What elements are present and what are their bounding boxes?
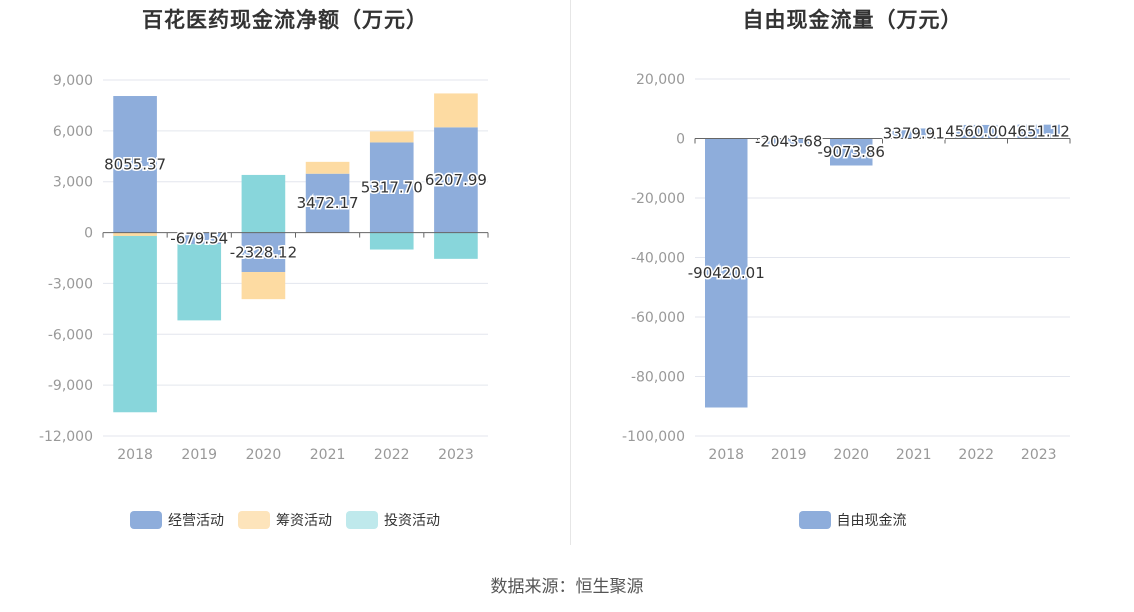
x-tick-label: 2019	[771, 447, 807, 463]
free-cash-flow-plot: 20,000 0 -20,000 -40,000 -60,000 -80,000 -100,…	[622, 72, 1071, 463]
bar	[434, 127, 478, 233]
chart-title: 百花医药现金流净额（万元）	[142, 8, 428, 32]
bar	[830, 138, 873, 166]
y-tick-label: -12,000	[39, 429, 93, 445]
data-label: -679.54	[170, 229, 228, 247]
x-tick-label: 2022	[958, 447, 994, 463]
bar	[305, 173, 350, 233]
data-label: -2043.68	[755, 133, 822, 151]
data-label: 3472.17	[297, 194, 359, 212]
bar	[955, 124, 998, 139]
x-tick-label: 2019	[181, 447, 217, 463]
x-tick-label: 2018	[117, 447, 153, 463]
data-label: 4560.00	[945, 123, 1007, 141]
free-cash-flow-chart: 自由现金流量（万元） 20,000 0 -20,000 -40,000 -60,000 -…	[571, 0, 1134, 545]
x-tick-label: 2021	[896, 447, 932, 463]
bar	[113, 232, 157, 236]
legend-label: 经营活动	[168, 513, 224, 529]
bar	[113, 235, 157, 413]
data-label: 3379.91	[883, 124, 945, 142]
legend-label: 筹资活动	[276, 513, 332, 529]
bar	[369, 142, 414, 233]
legend-item-free-cash-flow[interactable]: 自由现金流	[798, 510, 907, 530]
x-tick-label: 2023	[1021, 447, 1057, 463]
y-tick-label: -80,000	[631, 370, 685, 386]
bar	[305, 161, 350, 174]
x-tick-label: 2022	[374, 447, 410, 463]
net-cash-flow-plot: 9,000 6,000 3,000 0 -3,000 -6,000 -9,000 -12,00…	[39, 73, 489, 463]
bar	[1017, 124, 1060, 139]
panel-divider	[570, 0, 571, 545]
bar	[177, 244, 222, 321]
y-tick-label: -3,000	[48, 276, 93, 292]
bar	[241, 174, 286, 233]
y-tick-label: 20,000	[636, 72, 685, 88]
legend-item-operating[interactable]: 经营活动	[130, 510, 224, 530]
x-tick-label: 2023	[438, 447, 474, 463]
y-tick-label: -40,000	[631, 251, 685, 267]
data-label: 8055.37	[104, 155, 166, 173]
x-tick-label: 2020	[833, 447, 869, 463]
legend-item-financing[interactable]: 筹资活动	[238, 510, 332, 530]
data-source-note: 数据来源：恒生聚源	[490, 577, 644, 597]
bar	[434, 93, 478, 128]
x-tick-label: 2021	[310, 447, 346, 463]
bar	[434, 232, 478, 259]
bar	[767, 138, 810, 145]
x-tick-label: 2018	[708, 447, 744, 463]
legend-swatch-financing	[238, 511, 270, 529]
legend: 自由现金流	[571, 510, 1134, 530]
chart-title: 自由现金流量（万元）	[742, 8, 963, 32]
y-tick-label: -9,000	[48, 378, 93, 394]
legend-label: 自由现金流	[836, 513, 907, 529]
legend: 经营活动 筹资活动 投资活动	[0, 510, 570, 530]
y-tick-label: 0	[84, 226, 93, 242]
y-tick-label: 0	[676, 132, 685, 148]
bar	[369, 232, 414, 250]
bar	[113, 96, 157, 233]
y-tick-label: -6,000	[48, 327, 93, 343]
bar	[241, 272, 286, 300]
bar	[705, 138, 748, 408]
data-label: -2328.12	[230, 243, 297, 261]
bar	[892, 128, 935, 139]
net-cash-flow-chart: 百花医药现金流净额（万元） 9,000 6,000 3,000 0 -3,000 -6,0…	[0, 0, 570, 545]
y-tick-label: 3,000	[53, 175, 93, 191]
legend-item-investing[interactable]: 投资活动	[346, 510, 440, 530]
bar	[369, 131, 414, 143]
legend-label: 投资活动	[384, 513, 440, 529]
legend-swatch-free-cash-flow	[798, 511, 831, 529]
y-tick-label: -60,000	[631, 310, 685, 326]
data-label: 6207.99	[425, 171, 487, 189]
data-label: -90420.01	[688, 264, 765, 282]
bar	[241, 232, 286, 273]
data-label: 4651.12	[1008, 123, 1070, 141]
legend-swatch-operating	[130, 511, 162, 529]
y-tick-label: 9,000	[53, 73, 93, 89]
bar	[177, 232, 222, 245]
data-label: 5317.70	[361, 178, 423, 196]
y-tick-label: -20,000	[631, 191, 685, 207]
data-label: -9073.86	[818, 143, 885, 161]
x-tick-label: 2020	[246, 447, 282, 463]
legend-swatch-investing	[346, 511, 378, 529]
y-tick-label: -100,000	[622, 429, 685, 445]
y-tick-label: 6,000	[53, 124, 93, 140]
